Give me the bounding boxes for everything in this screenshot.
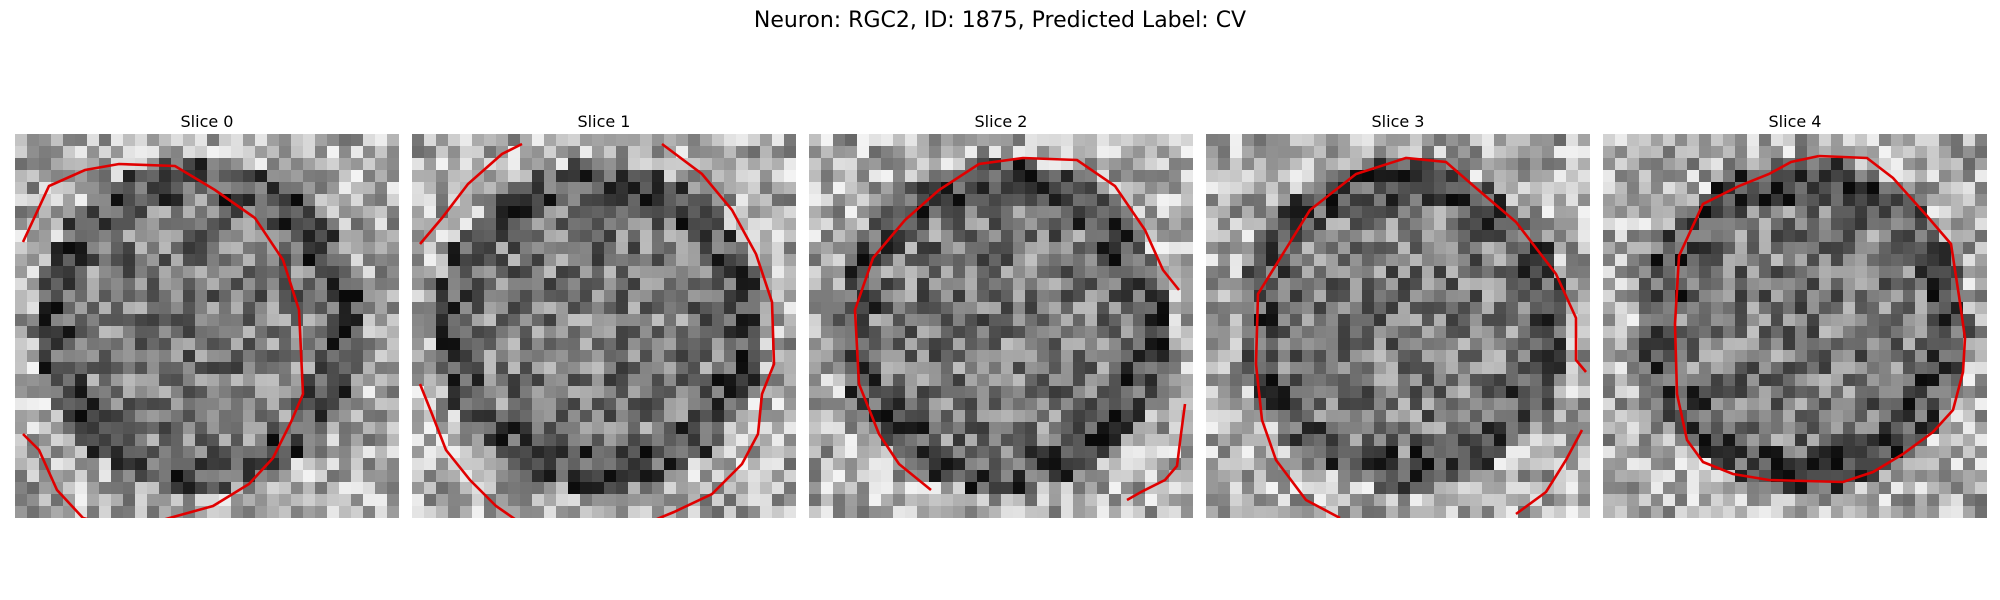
- contour-3: [1254, 156, 1587, 518]
- slice-panel-1: Slice 1: [412, 110, 796, 518]
- slice-image-2: [809, 134, 1193, 518]
- pixel-grid-2: [809, 134, 1193, 518]
- pixel-grid-4: [1603, 134, 1987, 518]
- pixel-grid-0: [15, 134, 399, 518]
- contour-4: [1673, 154, 1967, 484]
- slice-title-3: Slice 3: [1371, 112, 1425, 131]
- slice-title-1: Slice 1: [577, 112, 631, 131]
- slice-panel-0: Slice 0: [15, 110, 399, 518]
- slice-title-4: Slice 4: [1768, 112, 1822, 131]
- contour-2b: [1126, 403, 1187, 502]
- contour-1c: [418, 383, 516, 518]
- slice-panel-2: Slice 2: [809, 110, 1193, 518]
- slice-title-2: Slice 2: [974, 112, 1028, 131]
- slice-panel-3: Slice 3: [1206, 110, 1590, 518]
- pixel-grid-3: [1206, 134, 1590, 518]
- contour-1: [419, 142, 523, 245]
- contour-2: [853, 156, 1181, 492]
- contour-0: [21, 162, 305, 518]
- slice-image-3: [1206, 134, 1590, 518]
- slice-title-0: Slice 0: [180, 112, 234, 131]
- pixel-grid-1: [412, 134, 796, 518]
- slice-image-4: [1603, 134, 1987, 518]
- slice-image-1: [412, 134, 796, 518]
- figure-title: Neuron: RGC2, ID: 1875, Predicted Label:…: [753, 8, 1247, 33]
- contour-1b: [656, 142, 776, 518]
- slice-image-0: [15, 134, 399, 518]
- contour-3b: [1515, 429, 1584, 516]
- slice-panel-4: Slice 4: [1603, 110, 1987, 518]
